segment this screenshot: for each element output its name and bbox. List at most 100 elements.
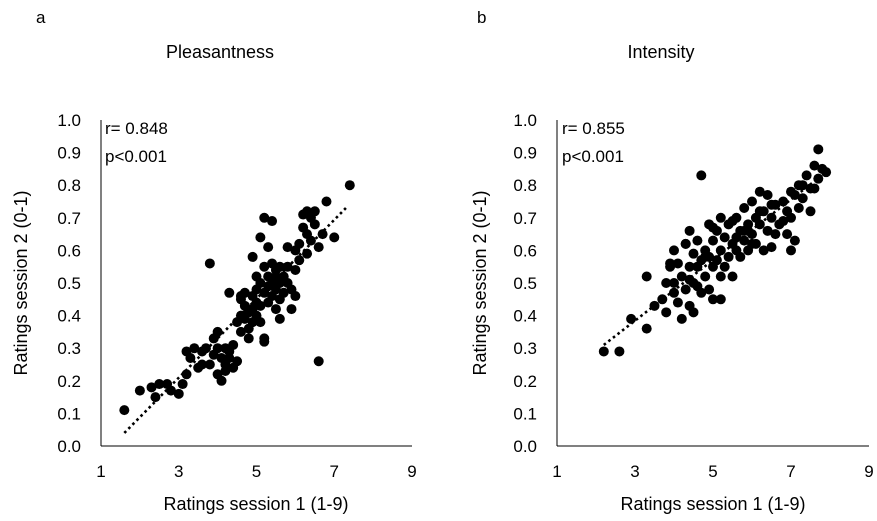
panel-b-data-point-7 [661,278,672,288]
panel-b-data-point-76 [797,193,808,204]
panel-b-data-point-18 [684,225,695,236]
panel-b-data-point-99 [778,216,789,227]
panel-b-data-point-59 [754,186,765,197]
panel-a-y-tick-label-4: 0.4 [57,307,81,326]
panel-b-data-point-91 [770,229,781,240]
panel-a-data-point-97 [274,313,285,324]
panel-a-data-point-48 [259,261,270,272]
panel-a-y-tick-label-10: 1.0 [57,111,81,130]
panel-a-data-point-71 [294,238,305,249]
panel-b-data-point-83 [821,167,832,178]
panel-b-data-point-84 [696,170,707,181]
panel-b-y-axis-label: Ratings session 2 (0-1) [470,190,490,375]
panel-a-data-point-26 [224,352,235,363]
panel-a-letter: a [36,8,46,27]
panel-b-data-point-51 [739,203,750,214]
panel-b-trendline [603,171,827,346]
panel-a-data-point-99 [197,346,208,357]
panel-a-data-point-19 [212,326,223,337]
panel-b-y-tick-label-7: 0.7 [513,209,537,228]
panel-a-y-tick-label-8: 0.8 [57,176,81,195]
panel-b-data-point-12 [672,258,683,269]
panel-b-data-point-102 [731,232,742,243]
panel-a-data-point-103 [290,291,301,302]
panel-a-data-point-3 [150,392,161,403]
panel-b-data-point-10 [669,245,679,256]
panel-b-data-point-92 [665,258,676,269]
panel-b-data-point-33 [708,235,718,246]
panel-a-data-point-79 [309,219,320,230]
panel-a-y-tick-label-7: 0.7 [57,209,81,228]
panel-b-data-point-40 [715,271,726,282]
panel-a-data-point-101 [251,271,262,282]
panel-b-data-point-95 [805,206,816,217]
panel-b-data-point-13 [672,297,683,308]
panel-b-data-point-41 [719,232,730,243]
panel-b-p-stat: p<0.001 [562,147,624,166]
panel-b-x-axis-label: Ratings session 1 (1-9) [620,494,805,514]
panel-b-x-tick-label-1: 3 [630,462,639,481]
panel-b-data-point-79 [809,160,820,171]
panel-b-y-tick-label-10: 1.0 [513,111,537,130]
panel-a-data-point-93 [235,291,246,302]
panel-b-y-tick-label-4: 0.4 [513,307,537,326]
panel-a-y-tick-label-2: 0.2 [57,372,81,391]
panel-b-data-point-62 [762,189,773,200]
panel-a-data-point-100 [220,366,231,377]
panel-a-data-point-8 [177,379,188,390]
panel-b-data-point-24 [692,235,703,246]
panel-b-y-tick-label-5: 0.5 [513,274,537,293]
panel-a-data-point-82 [329,232,340,243]
panel-a-data-point-11 [181,346,192,357]
panel-a-data-point-64 [278,287,289,298]
panel-a-data-point-86 [259,212,270,223]
panel-b-data-point-72 [786,212,796,223]
panel-a-data-point-80 [313,242,324,253]
panel-b-data-point-11 [669,287,679,298]
panel-a-data-point-102 [270,271,281,282]
panel-a-x-tick-label-3: 7 [330,462,339,481]
panel-b-data-point-17 [680,284,691,295]
panel-a-x-axis-label: Ratings session 1 (1-9) [163,494,348,514]
panel-a-y-tick-label-3: 0.3 [57,339,81,358]
panel-a-y-tick-label-6: 0.6 [57,241,81,260]
panel-a-data-point-105 [321,196,332,207]
panel-a-data-point-68 [286,304,297,315]
panel-a-data-point-14 [197,359,208,370]
panel-a-data-point-21 [216,375,227,386]
panel-b-data-point-88 [786,245,796,256]
panel-b-data-point-68 [778,196,789,207]
panel-b-y-ticks: 0.0 0.1 0.2 0.3 0.4 0.5 0.6 0.7 0.8 0.9 1.0 [513,111,537,456]
panel-b-x-tick-label-2: 5 [708,462,717,481]
panel-b-x-tick-label-0: 1 [552,462,561,481]
panel-b-y-tick-label-0: 0.0 [513,437,537,456]
panel-b-data-point-42 [719,261,730,272]
panel-a-r-stat: r= 0.848 [105,119,168,138]
panel-b-data-point-74 [789,235,800,246]
panel-b-data-point-98 [700,251,711,262]
panel-b-r-stat: r= 0.855 [562,119,625,138]
panel-b-data-point-101 [747,238,757,249]
panel-a-y-axis-label: Ratings session 2 (0-1) [11,190,31,375]
panel-a-data-point-87 [267,216,278,227]
panel-a-y-tick-label-1: 0.1 [57,404,81,423]
panel-b-data-point-87 [758,245,769,256]
panel-b-data-point-65 [766,242,777,253]
panel-a-data-point-4 [154,379,165,390]
panel-a-data-point-91 [255,232,266,243]
panel-b-data-point-29 [700,271,711,282]
panel-a-data-point-60 [274,261,285,272]
panel-a-data-point-7 [173,388,184,399]
panel-a-title: Pleasantness [166,42,274,62]
panel-a-y-ticks: 0.0 0.1 0.2 0.3 0.4 0.5 0.6 0.7 0.8 0.9 1.0 [57,111,81,456]
panel-b-title: Intensity [627,42,694,62]
panel-a-x-tick-label-1: 3 [174,462,183,481]
panel-b-y-tick-label-9: 0.9 [513,144,537,163]
panel-a-data-point-72 [294,255,305,266]
panel-b-data-point-35 [708,294,718,305]
panel-b-data-point-96 [754,206,765,217]
panel-b-data-point-63 [762,225,773,236]
panel-a-data-point-33 [235,326,246,337]
panel-a-x-tick-label-0: 1 [96,462,105,481]
